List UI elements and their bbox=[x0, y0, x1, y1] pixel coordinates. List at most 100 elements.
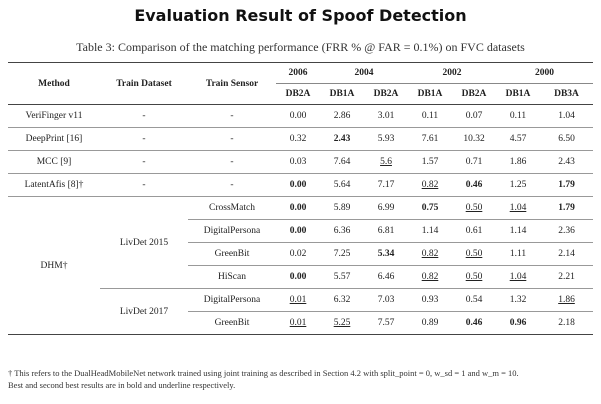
table-row: GreenBit 0.01 5.25 7.57 0.89 0.46 0.96 2… bbox=[8, 311, 593, 335]
value-cell: 1.32 bbox=[496, 288, 540, 312]
value-cell-second: 0.50 bbox=[452, 242, 496, 266]
footnote-dagger: † This refers to the DualHeadMobileNet n… bbox=[8, 368, 519, 378]
value-cell: 6.36 bbox=[320, 219, 364, 243]
table-row: HiScan 0.00 5.57 6.46 0.82 0.50 1.04 2.2… bbox=[8, 265, 593, 289]
value-cell-second: 5.25 bbox=[320, 311, 364, 335]
value-cell: 7.57 bbox=[364, 311, 408, 335]
value-cell-second: 1.04 bbox=[496, 265, 540, 289]
value-cell: 0.89 bbox=[408, 311, 452, 335]
value-cell-best: 0.96 bbox=[496, 311, 540, 335]
value-cell: 0.54 bbox=[452, 288, 496, 312]
value-cell-second: 0.82 bbox=[408, 242, 452, 266]
dataset-cell: LivDet 2015 bbox=[100, 196, 188, 289]
method-cell: VeriFinger v11 bbox=[25, 111, 83, 121]
value-cell: 2.43 bbox=[540, 150, 593, 174]
table-row: MCC [9] - - 0.03 7.64 5.6 1.57 0.71 1.86… bbox=[8, 150, 593, 174]
value-cell: 1.86 bbox=[496, 150, 540, 174]
value-cell-best: 0.46 bbox=[452, 173, 496, 197]
value-cell: 6.32 bbox=[320, 288, 364, 312]
table-row: DHM† LivDet 2015 CrossMatch 0.00 5.89 6.… bbox=[8, 196, 593, 335]
value-cell: 1.25 bbox=[496, 173, 540, 197]
value-cell: 0.11 bbox=[509, 111, 527, 121]
dataset-cell: LivDet 2017 bbox=[100, 288, 188, 335]
value-cell: 3.01 bbox=[377, 111, 395, 121]
value-cell: 0.02 bbox=[276, 242, 320, 266]
value-cell: 6.81 bbox=[364, 219, 408, 243]
value-cell: 7.61 bbox=[408, 127, 452, 151]
value-cell-best: 5.34 bbox=[364, 242, 408, 266]
value-cell-second: 0.50 bbox=[452, 196, 496, 220]
table-row: DigitalPersona 0.00 6.36 6.81 1.14 0.61 … bbox=[8, 219, 593, 243]
value-cell: 0.32 bbox=[276, 127, 320, 151]
value-cell-second: 0.82 bbox=[408, 173, 452, 197]
method-cell: DHM† bbox=[8, 196, 100, 335]
value-cell: 1.57 bbox=[408, 150, 452, 174]
dataset-cell: - bbox=[100, 127, 188, 151]
sensor-cell: - bbox=[188, 150, 276, 174]
sensor-cell: DigitalPersona bbox=[188, 219, 276, 243]
header-db: DB1A bbox=[496, 83, 540, 105]
value-cell: 6.50 bbox=[540, 127, 593, 151]
table-row: GreenBit 0.02 7.25 5.34 0.82 0.50 1.11 2… bbox=[8, 242, 593, 266]
sensor-cell: DigitalPersona bbox=[188, 288, 276, 312]
table-row: LivDet 2017 DigitalPersona 0.01 6.32 7.0… bbox=[8, 288, 593, 335]
header-db: DB1A bbox=[408, 83, 452, 105]
value-cell: 6.99 bbox=[364, 196, 408, 220]
dataset-cell: - bbox=[100, 173, 188, 197]
table-row: DeepPrint [16] - - 0.32 2.43 5.93 7.61 1… bbox=[8, 127, 593, 151]
header-year-2002: 2002 bbox=[408, 62, 496, 84]
value-cell-second: 0.01 bbox=[276, 311, 320, 335]
value-cell: 2.36 bbox=[540, 219, 593, 243]
value-cell: 2.18 bbox=[540, 311, 593, 335]
header-train-dataset: Train Dataset bbox=[100, 62, 188, 105]
value-cell: 0.07 bbox=[465, 111, 483, 121]
sensor-cell: - bbox=[230, 111, 234, 121]
value-cell: 0.61 bbox=[452, 219, 496, 243]
value-cell: 1.14 bbox=[496, 219, 540, 243]
value-cell: 5.93 bbox=[364, 127, 408, 151]
value-cell: 4.57 bbox=[496, 127, 540, 151]
value-cell: 1.04 bbox=[558, 111, 575, 121]
header-db: DB1A bbox=[320, 83, 364, 105]
value-cell-best: 1.79 bbox=[540, 173, 593, 197]
value-cell: 5.57 bbox=[320, 265, 364, 289]
value-cell: 7.25 bbox=[320, 242, 364, 266]
value-cell-best: 2.43 bbox=[320, 127, 364, 151]
value-cell: 0.71 bbox=[452, 150, 496, 174]
value-cell-second: 0.50 bbox=[452, 265, 496, 289]
sensor-cell: HiScan bbox=[188, 265, 276, 289]
value-cell-best: 1.79 bbox=[540, 196, 593, 220]
value-cell: 2.21 bbox=[540, 265, 593, 289]
dataset-cell: - bbox=[142, 111, 146, 121]
header-db: DB3A bbox=[540, 83, 593, 105]
header-db: DB2A bbox=[276, 83, 320, 105]
value-cell: 2.86 bbox=[333, 111, 351, 121]
value-cell: 7.03 bbox=[364, 288, 408, 312]
method-cell: LatentAfis [8]† bbox=[8, 173, 100, 197]
value-cell-best: 0.00 bbox=[276, 265, 320, 289]
value-cell: 1.11 bbox=[496, 242, 540, 266]
method-cell: DeepPrint [16] bbox=[8, 127, 100, 151]
sensor-cell: GreenBit bbox=[188, 311, 276, 335]
value-cell-second: 5.6 bbox=[364, 150, 408, 174]
value-cell-best: 0.00 bbox=[276, 219, 320, 243]
value-cell: 5.89 bbox=[320, 196, 364, 220]
header-year-2006: 2006 bbox=[276, 62, 320, 84]
table-caption: Table 3: Comparison of the matching perf… bbox=[76, 40, 525, 54]
method-cell: MCC [9] bbox=[8, 150, 100, 174]
header-db: DB2A bbox=[452, 83, 496, 105]
value-cell: 10.32 bbox=[452, 127, 496, 151]
value-cell: 7.64 bbox=[320, 150, 364, 174]
sensor-cell: CrossMatch bbox=[188, 196, 276, 220]
comparison-table: Method Train Dataset Train Sensor 2006 2… bbox=[8, 62, 593, 335]
slide-title: Evaluation Result of Spoof Detection bbox=[134, 6, 467, 25]
value-cell-second: 1.04 bbox=[496, 196, 540, 220]
value-cell: 5.64 bbox=[320, 173, 364, 197]
value-cell-best: 0.00 bbox=[276, 173, 320, 197]
footnote: † This refers to the DualHeadMobileNet n… bbox=[8, 367, 593, 391]
value-cell-second: 0.01 bbox=[276, 288, 320, 312]
header-year-2000: 2000 bbox=[496, 62, 593, 84]
value-cell: 1.14 bbox=[408, 219, 452, 243]
value-cell: 2.14 bbox=[540, 242, 593, 266]
sensor-cell: - bbox=[188, 127, 276, 151]
